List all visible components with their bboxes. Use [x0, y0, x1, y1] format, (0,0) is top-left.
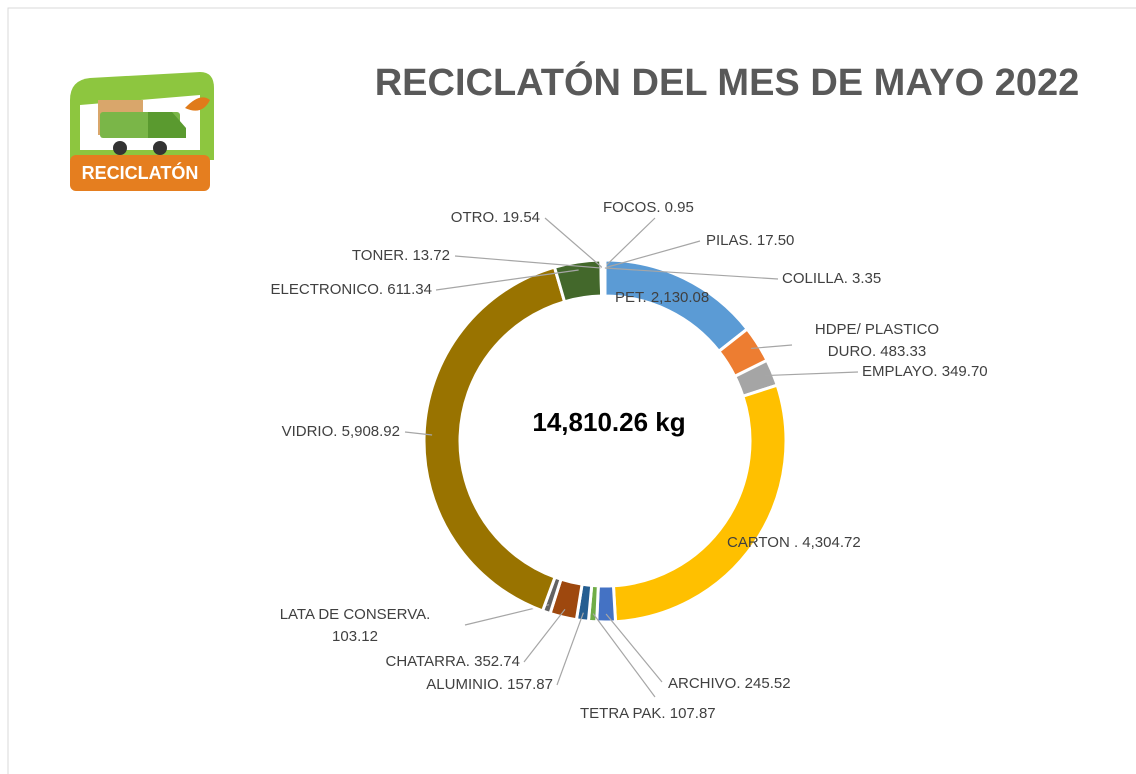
data-label-line: EMPLAYO. 349.70 — [862, 363, 988, 380]
logo: RECICLATÓN — [70, 72, 214, 191]
total-label: 14,810.26 kg — [532, 407, 685, 437]
data-label: PILAS. 17.50 — [706, 232, 794, 249]
leader-line — [592, 613, 656, 698]
data-label: HDPE/ PLASTICO DURO. 483.33 — [815, 321, 939, 360]
data-label: EMPLAYO. 349.70 — [862, 363, 988, 380]
data-label-line: OTRO. 19.54 — [451, 209, 540, 226]
data-label-line: ARCHIVO. 245.52 — [668, 675, 791, 692]
data-label-line: VIDRIO. 5,908.92 — [282, 423, 400, 440]
data-label: TONER. 13.72 — [352, 247, 450, 264]
leader-line — [454, 255, 602, 269]
leader-line — [603, 217, 656, 269]
data-label: FOCOS. 0.95 — [603, 199, 694, 216]
data-label: CHATARRA. 352.74 — [386, 653, 521, 670]
data-label-line: ALUMINIO. 157.87 — [426, 676, 553, 693]
data-label: OTRO. 19.54 — [451, 209, 540, 226]
data-label: LATA DE CONSERVA. 103.12 — [280, 606, 431, 645]
data-label: ELECTRONICO. 611.34 — [271, 281, 432, 298]
data-label-line: 103.12 — [332, 628, 378, 645]
leader-line — [751, 344, 793, 350]
leader-line — [603, 240, 701, 269]
leader-line — [523, 608, 566, 663]
data-label-line: PILAS. 17.50 — [706, 232, 794, 249]
data-label: VIDRIO. 5,908.92 — [282, 423, 400, 440]
data-label-line: HDPE/ PLASTICO — [815, 321, 939, 338]
data-label-line: LATA DE CONSERVA. — [280, 606, 431, 623]
chart-title: RECICLATÓN DEL MES DE MAYO 2022 — [375, 60, 1080, 104]
data-label: ALUMINIO. 157.87 — [426, 676, 553, 693]
data-label: ARCHIVO. 245.52 — [668, 675, 791, 692]
leader-line — [556, 612, 584, 686]
data-label-line: COLILLA. 3.35 — [782, 270, 881, 287]
data-label: TETRA PAK. 107.87 — [580, 705, 716, 722]
data-label-line: ELECTRONICO. 611.34 — [271, 281, 432, 298]
data-label-line: TETRA PAK. 107.87 — [580, 705, 716, 722]
leader-line — [765, 371, 859, 377]
logo-text: RECICLATÓN — [82, 162, 199, 183]
data-label-line: CARTON . 4,304.72 — [727, 534, 861, 551]
data-label: COLILLA. 3.35 — [782, 270, 881, 287]
data-label-line: PET. 2,130.08 — [615, 289, 709, 306]
leader-line — [604, 267, 779, 280]
data-label: CARTON . 4,304.72 — [727, 534, 861, 551]
data-label: PET. 2,130.08 — [615, 289, 709, 306]
data-label-line: CHATARRA. 352.74 — [386, 653, 521, 670]
data-label-line: FOCOS. 0.95 — [603, 199, 694, 216]
leader-line — [435, 269, 579, 291]
leader-line — [404, 431, 433, 436]
data-label-line: TONER. 13.72 — [352, 247, 450, 264]
data-label-line: DURO. 483.33 — [828, 343, 926, 360]
leader-line — [605, 613, 663, 683]
leader-line — [544, 217, 604, 269]
